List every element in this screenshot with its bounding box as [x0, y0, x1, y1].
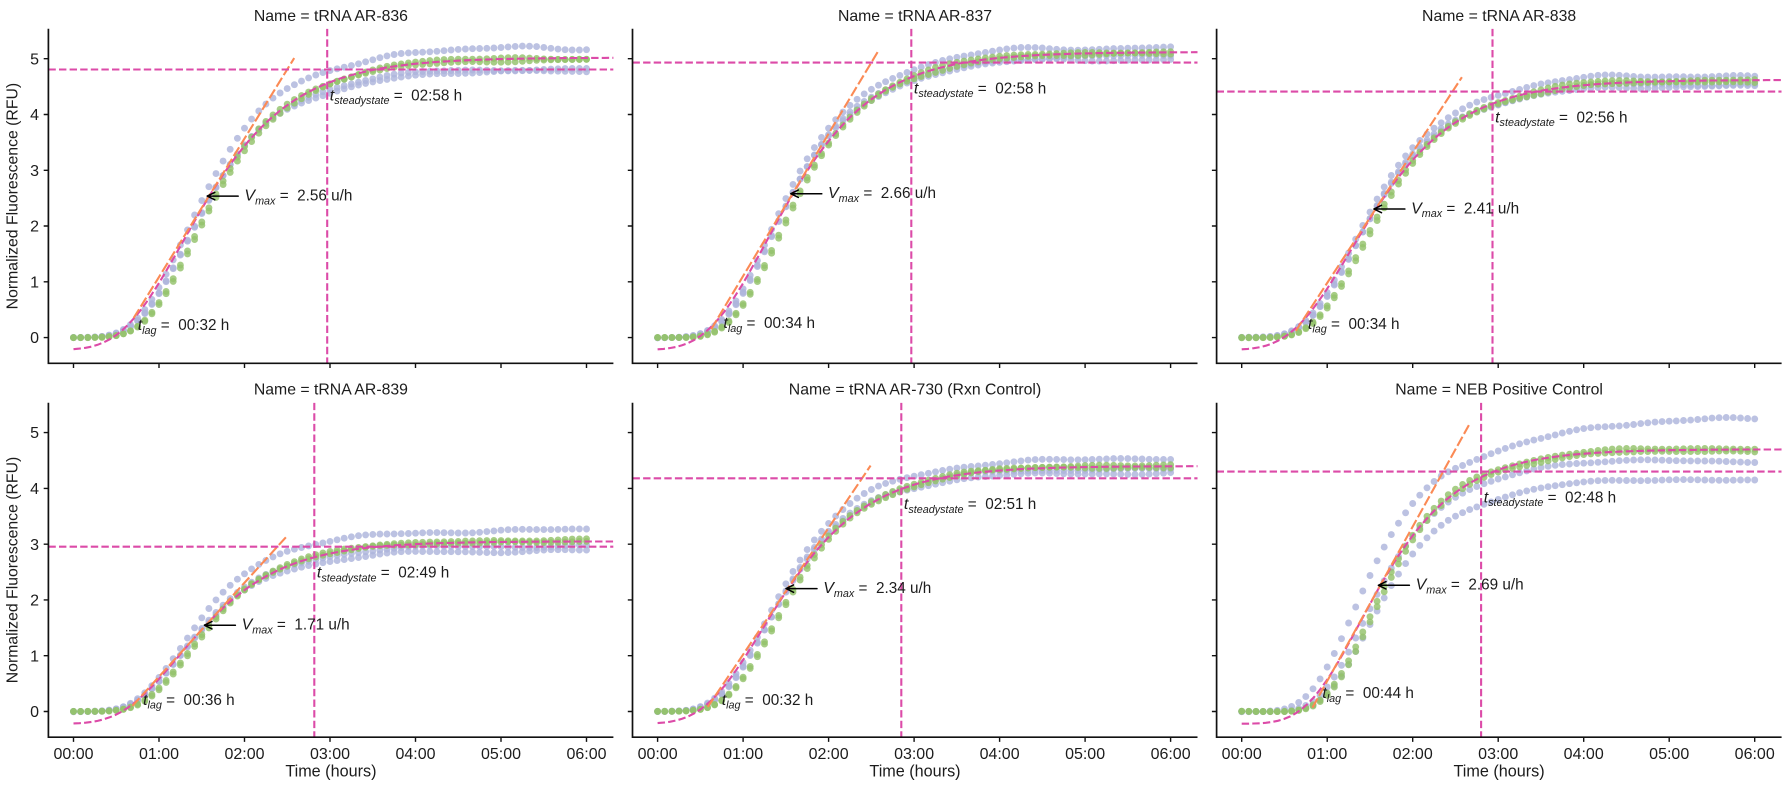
svg-text:06:00: 06:00: [566, 746, 606, 763]
svg-text:05:00: 05:00: [1065, 746, 1105, 763]
svg-text:03:00: 03:00: [310, 746, 350, 763]
svg-text:3: 3: [30, 537, 39, 554]
svg-text:02:00: 02:00: [809, 746, 849, 763]
svg-text:02:00: 02:00: [224, 746, 264, 763]
svg-text:Vmax = 2.41 u/h: Vmax = 2.41 u/h: [1411, 200, 1519, 220]
svg-text:05:00: 05:00: [1649, 746, 1689, 763]
svg-text:00:00: 00:00: [53, 746, 93, 763]
svg-text:tsteadystate = 02:58 h: tsteadystate = 02:58 h: [330, 87, 462, 107]
svg-text:Name = tRNA AR-839: Name = tRNA AR-839: [254, 381, 408, 398]
svg-text:Name = tRNA AR-837: Name = tRNA AR-837: [838, 8, 992, 25]
svg-text:00:00: 00:00: [638, 746, 678, 763]
svg-text:tsteadystate = 02:58 h: tsteadystate = 02:58 h: [914, 80, 1046, 100]
svg-text:Name = tRNA AR-836: Name = tRNA AR-836: [254, 8, 408, 25]
svg-text:Name = tRNA AR-838: Name = tRNA AR-838: [1422, 8, 1576, 25]
svg-text:06:00: 06:00: [1151, 746, 1191, 763]
svg-text:tsteadystate = 02:49 h: tsteadystate = 02:49 h: [317, 565, 449, 585]
svg-text:5: 5: [30, 51, 39, 68]
svg-text:tsteadystate = 02:56 h: tsteadystate = 02:56 h: [1495, 109, 1627, 129]
svg-text:3: 3: [30, 163, 39, 180]
svg-text:Vmax = 2.34 u/h: Vmax = 2.34 u/h: [823, 580, 931, 600]
svg-text:2: 2: [30, 219, 39, 236]
svg-text:1: 1: [30, 648, 39, 665]
svg-text:04:00: 04:00: [1564, 746, 1604, 763]
svg-text:4: 4: [30, 107, 39, 124]
svg-text:5: 5: [30, 425, 39, 442]
svg-text:Name = NEB Positive Control: Name = NEB Positive Control: [1395, 381, 1603, 398]
svg-text:04:00: 04:00: [395, 746, 435, 763]
svg-text:Normalized Fluorescence (RFU): Normalized Fluorescence (RFU): [5, 457, 22, 683]
svg-text:4: 4: [30, 481, 39, 498]
svg-text:02:00: 02:00: [1393, 746, 1433, 763]
svg-text:01:00: 01:00: [723, 746, 763, 763]
svg-text:00:00: 00:00: [1222, 746, 1262, 763]
svg-text:Time (hours): Time (hours): [869, 763, 960, 781]
svg-text:06:00: 06:00: [1735, 746, 1775, 763]
svg-text:03:00: 03:00: [1478, 746, 1518, 763]
svg-text:tlag = 00:34 h: tlag = 00:34 h: [723, 315, 815, 335]
svg-text:tlag = 00:32 h: tlag = 00:32 h: [138, 317, 230, 337]
svg-text:0: 0: [30, 330, 39, 347]
svg-text:01:00: 01:00: [1307, 746, 1347, 763]
svg-text:05:00: 05:00: [481, 746, 521, 763]
svg-text:2: 2: [30, 593, 39, 610]
svg-text:tsteadystate = 02:51 h: tsteadystate = 02:51 h: [904, 496, 1036, 516]
svg-text:Vmax = 2.56 u/h: Vmax = 2.56 u/h: [244, 188, 352, 208]
svg-text:tlag = 00:44 h: tlag = 00:44 h: [1322, 685, 1414, 705]
svg-text:03:00: 03:00: [894, 746, 934, 763]
svg-text:tsteadystate = 02:48 h: tsteadystate = 02:48 h: [1484, 489, 1616, 509]
svg-text:0: 0: [30, 704, 39, 721]
svg-text:04:00: 04:00: [980, 746, 1020, 763]
svg-text:Vmax = 2.69 u/h: Vmax = 2.69 u/h: [1416, 577, 1524, 597]
svg-text:tlag = 00:36 h: tlag = 00:36 h: [143, 692, 235, 712]
svg-text:1: 1: [30, 274, 39, 291]
svg-text:Normalized Fluorescence (RFU): Normalized Fluorescence (RFU): [5, 83, 22, 309]
svg-text:Time (hours): Time (hours): [1454, 763, 1545, 781]
svg-text:Vmax = 1.71 u/h: Vmax = 1.71 u/h: [242, 617, 350, 637]
svg-text:Vmax = 2.66 u/h: Vmax = 2.66 u/h: [828, 185, 936, 205]
svg-text:01:00: 01:00: [139, 746, 179, 763]
svg-text:Time (hours): Time (hours): [285, 763, 376, 781]
svg-text:Name = tRNA AR-730 (Rxn Contro: Name = tRNA AR-730 (Rxn Control): [789, 381, 1041, 398]
svg-text:tlag = 00:34 h: tlag = 00:34 h: [1308, 316, 1400, 336]
svg-text:tlag = 00:32 h: tlag = 00:32 h: [722, 692, 814, 712]
